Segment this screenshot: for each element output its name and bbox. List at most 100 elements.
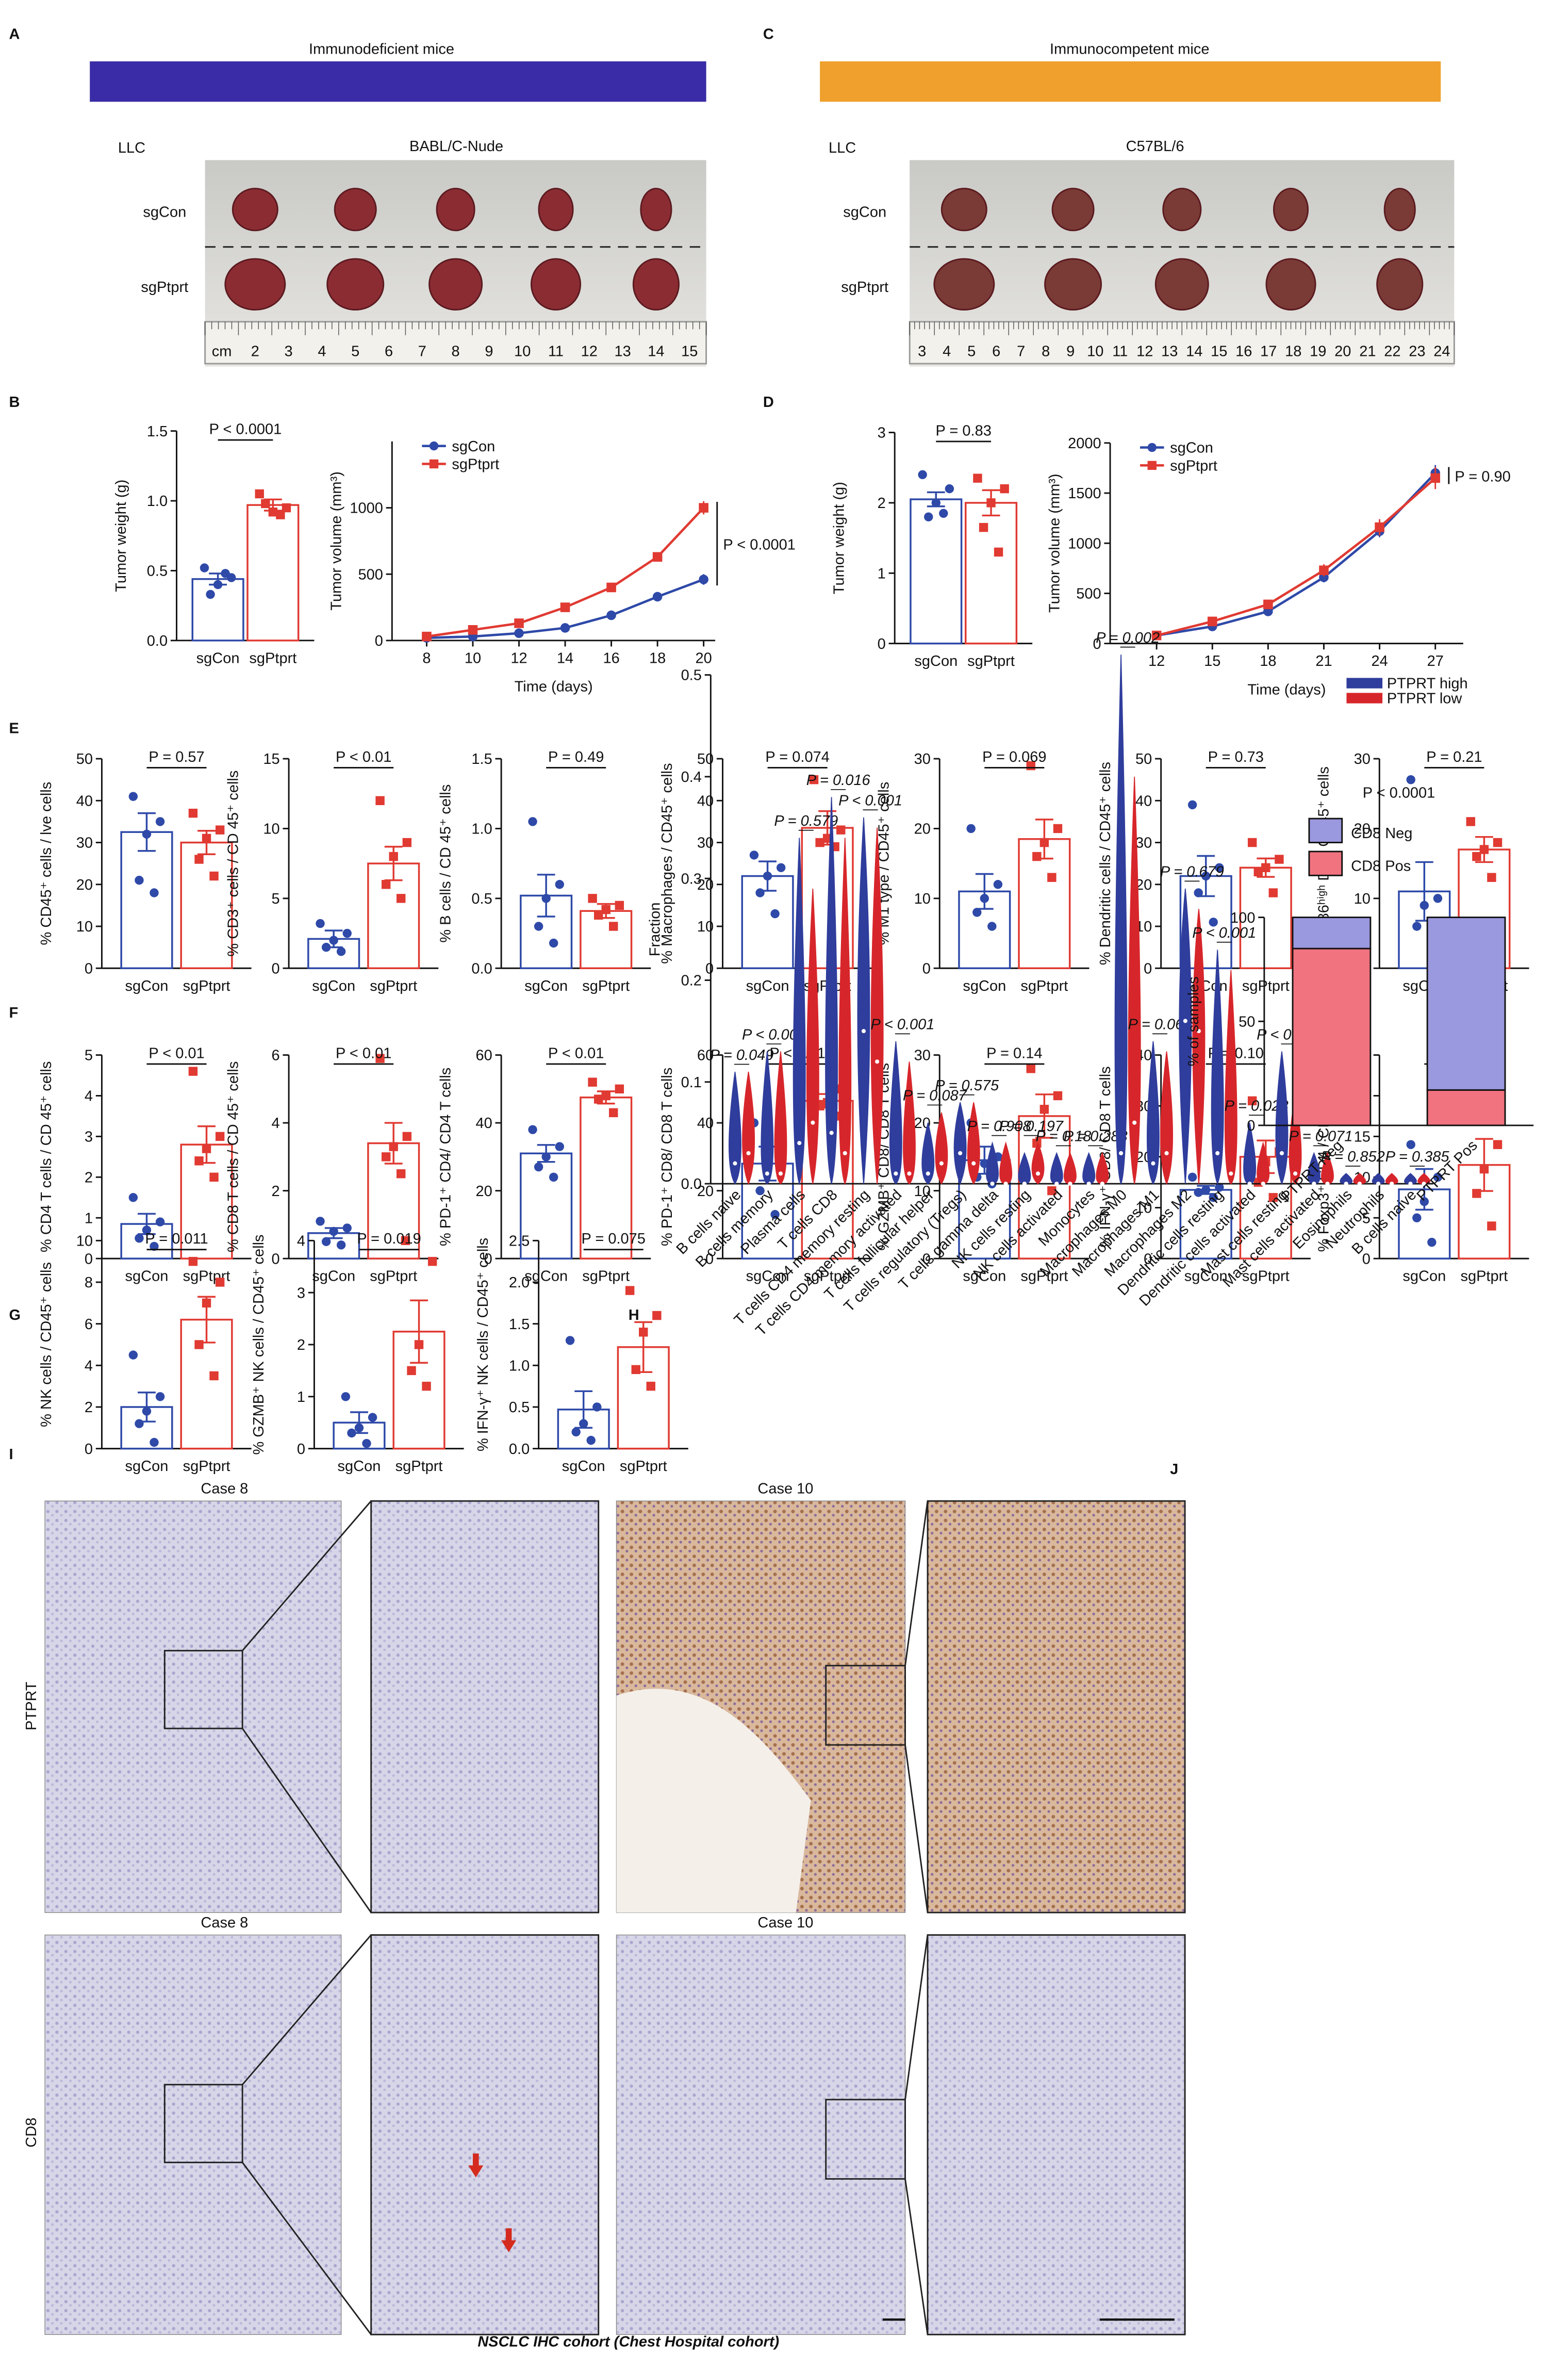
ihc-image	[44, 1500, 342, 1913]
ruler-label: 12	[1136, 344, 1153, 360]
point	[194, 1340, 204, 1349]
y-tick-label: 4	[297, 1233, 305, 1249]
y-tick-label: 20	[914, 821, 931, 838]
y-tick-label: 1000	[1068, 535, 1101, 552]
x-tick-label: 15	[1204, 653, 1220, 669]
point	[255, 489, 264, 499]
arrow	[501, 2228, 517, 2252]
y-tick-label: 1.5	[509, 1316, 530, 1333]
zoom-image	[370, 1934, 600, 2335]
point	[414, 1340, 424, 1349]
point	[1207, 616, 1217, 627]
panel-letter: F	[9, 1005, 19, 1021]
median	[1164, 1151, 1169, 1155]
ruler-label: 17	[1260, 344, 1277, 360]
tumor	[224, 258, 286, 311]
legend-swatch	[1346, 678, 1383, 689]
tumor	[640, 188, 672, 232]
point	[534, 922, 543, 931]
tumor	[632, 258, 680, 311]
bar	[1239, 867, 1292, 969]
panel-letter: E	[9, 721, 19, 737]
ruler-label: 8	[1042, 344, 1050, 360]
median	[1054, 1181, 1059, 1186]
point	[1039, 838, 1049, 847]
point	[427, 1256, 437, 1266]
x-tick-label: sgCon	[914, 653, 958, 669]
violin	[1321, 1152, 1334, 1184]
y-tick-label: 0	[1362, 1251, 1371, 1267]
y-axis-label: % IFN-γ⁺ CD8/ CD8 T cells	[1097, 1066, 1114, 1247]
x-tick-label: sgPtprt	[249, 650, 296, 666]
median	[1376, 1181, 1381, 1186]
x-tick-label: sgCon	[524, 978, 568, 994]
point	[142, 829, 152, 839]
y-tick-label: 15	[263, 751, 279, 767]
y-tick-label: 0.0	[147, 633, 168, 649]
y-axis-label: % CD8 T cells / CD 45⁺ cells	[225, 1061, 241, 1252]
point	[128, 1350, 138, 1360]
group-bar	[820, 61, 1441, 102]
violin	[742, 1071, 755, 1185]
x-tick-label: sgPtprt	[967, 653, 1015, 669]
violin	[1224, 970, 1237, 1185]
y-tick-label: 30	[1354, 751, 1371, 767]
median	[1247, 1181, 1252, 1186]
significance-label: P = 0.679	[1160, 864, 1224, 880]
violin	[1404, 1173, 1417, 1184]
violin	[903, 1061, 916, 1185]
group-bar	[90, 61, 706, 102]
median	[765, 1171, 769, 1176]
point	[1201, 1185, 1211, 1195]
legend-label: PTPRT high	[1387, 676, 1468, 692]
point	[194, 855, 204, 864]
bar	[1179, 1189, 1232, 1260]
violin	[1146, 1041, 1160, 1185]
legend-label: CD8 Neg	[1351, 825, 1412, 842]
point	[1209, 1193, 1218, 1202]
median	[829, 1131, 834, 1135]
y-tick-label: 50	[76, 751, 93, 767]
ruler-label: cm	[212, 344, 232, 360]
y-tick-label: 20	[1354, 821, 1371, 838]
ruler-label: 19	[1310, 344, 1326, 360]
y-tick-label: 0.1	[681, 1074, 702, 1091]
y-axis-label: % B cells / CD 45⁺ cells	[437, 784, 454, 943]
point	[555, 1142, 564, 1151]
legend-swatch	[1308, 818, 1343, 843]
median	[746, 1151, 751, 1155]
bar	[580, 1096, 633, 1260]
point	[652, 1311, 662, 1320]
x-tick-label: sgPtprt	[395, 1458, 443, 1475]
y-tick-label: 1.5	[471, 751, 492, 767]
y-tick-label: 4	[272, 1115, 280, 1132]
significance-label: P < 0.0001	[723, 537, 796, 553]
tumor	[1162, 188, 1202, 232]
bar	[580, 910, 633, 969]
zoom-image	[370, 1500, 600, 1914]
point	[528, 817, 537, 826]
x-tick-label: sgCon	[746, 978, 789, 994]
y-tick-label: 0	[85, 1251, 93, 1267]
significance-label: P < 0.001	[870, 1017, 934, 1033]
case-label: Case 8	[201, 1915, 248, 1931]
point	[1000, 484, 1009, 494]
x-tick-label: sgCon	[338, 1458, 381, 1475]
tumor	[940, 188, 987, 232]
point	[202, 1298, 211, 1308]
strain-label: C57BL/6	[1126, 138, 1184, 155]
point	[541, 894, 551, 903]
x-tick-label: 16	[603, 650, 619, 666]
point	[150, 1437, 159, 1447]
point	[1047, 873, 1057, 882]
bar	[180, 841, 233, 969]
ruler-label: 21	[1359, 344, 1376, 360]
x-tick-label: sgPtprt	[183, 978, 230, 994]
point	[699, 575, 708, 584]
y-tick-label: 2	[878, 495, 886, 512]
ruler-label: 18	[1285, 344, 1301, 360]
point	[571, 1427, 581, 1437]
x-tick-label: sgPtprt	[804, 1268, 851, 1285]
zoom-box	[825, 2099, 906, 2180]
point	[631, 1365, 640, 1375]
